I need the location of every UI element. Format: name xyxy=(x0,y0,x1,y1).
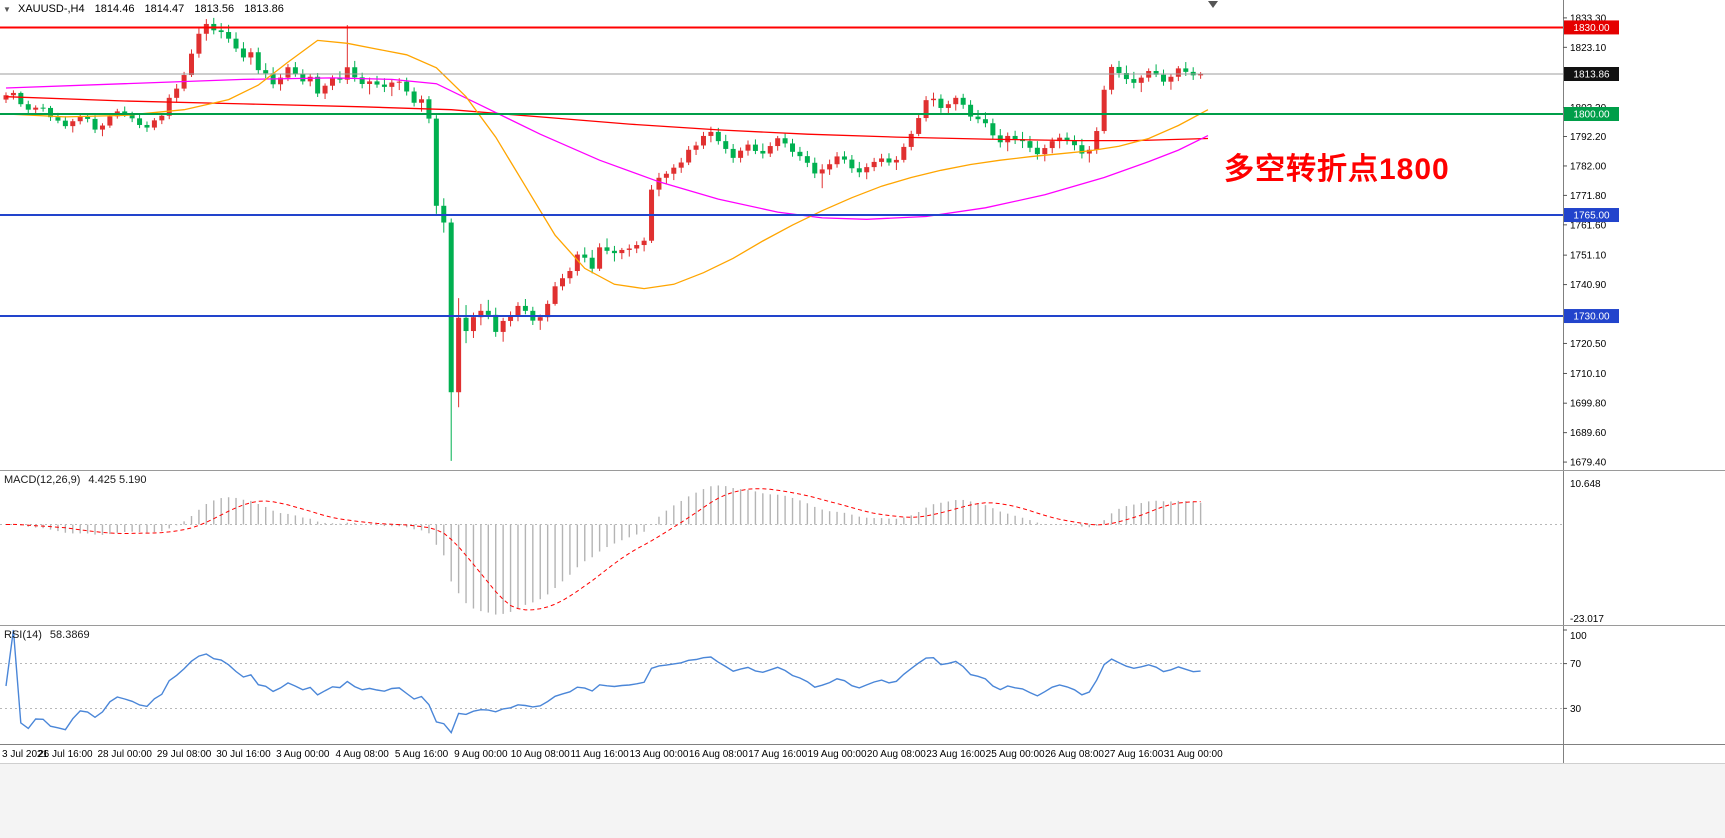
price-tick-label: 1782.00 xyxy=(1570,161,1607,172)
time-tick-label: 29 Jul 08:00 xyxy=(157,749,212,760)
macd-signal-line xyxy=(5,488,1201,611)
price-tick-label: 1699.80 xyxy=(1570,399,1607,410)
time-tick-label: 3 Aug 00:00 xyxy=(276,749,330,760)
time-tick-label: 3 Jul 2021 xyxy=(2,749,49,760)
time-tick-label: 31 Aug 00:00 xyxy=(1164,749,1223,760)
page-background-below-chart xyxy=(0,764,1725,838)
ohlc-close: 1813.86 xyxy=(244,3,284,15)
horizontal-level-lines xyxy=(0,26,1563,318)
chart-annotation-text: 多空转折点1800 xyxy=(1224,153,1450,186)
price-tick-label: 1720.50 xyxy=(1570,339,1607,350)
panel-separators xyxy=(0,470,1725,764)
rsi-panel: 100 70 30 xyxy=(0,629,1587,734)
price-tick-label: 1740.90 xyxy=(1570,280,1607,291)
macd-panel: 10.648 -23.017 xyxy=(0,479,1604,625)
current-price-line xyxy=(0,1,1563,75)
rsi-value: 58.3869 xyxy=(49,629,90,641)
price-tick-label: 1751.10 xyxy=(1570,251,1607,262)
right-shift-marker[interactable] xyxy=(1208,1,1218,8)
price-tick-label: 1679.40 xyxy=(1570,458,1607,469)
candles-layer[interactable] xyxy=(3,17,1204,461)
time-tick-label: 16 Aug 08:00 xyxy=(689,749,748,760)
price-badge xyxy=(1564,208,1619,223)
macd-scale-max: 10.648 xyxy=(1570,479,1601,490)
price-tick-label: 1792.20 xyxy=(1570,132,1607,143)
ohlc-open: 1814.46 xyxy=(94,3,135,15)
time-tick-label: 28 Jul 00:00 xyxy=(97,749,152,760)
macd-indicator-label: MACD(12,26,9) 4.425 5.190 xyxy=(4,474,155,486)
ma-slow-red xyxy=(5,96,1209,142)
price-axis[interactable]: 1833.301823.101802.201792.201782.001771.… xyxy=(1563,0,1725,763)
time-tick-label: 10 Aug 08:00 xyxy=(511,749,570,760)
rsi-indicator-label: RSI(14) 58.3869 xyxy=(4,629,98,641)
time-tick-label: 17 Aug 16:00 xyxy=(748,749,807,760)
time-tick-label: 5 Aug 16:00 xyxy=(395,749,449,760)
time-tick-label: 26 Jul 16:00 xyxy=(38,749,93,760)
time-tick-label: 27 Aug 16:00 xyxy=(1104,749,1163,760)
time-tick-label: 19 Aug 00:00 xyxy=(808,749,867,760)
price-tick-label: 1761.60 xyxy=(1570,220,1607,231)
rsi-scale-label: 70 xyxy=(1570,659,1582,670)
time-tick-label: 26 Aug 08:00 xyxy=(1045,749,1104,760)
macd-scale-min: -23.017 xyxy=(1570,614,1604,625)
symbol-timeframe-label: XAUUSD-,H4 xyxy=(17,3,85,15)
symbol-dropdown-icon[interactable]: ▼ xyxy=(3,5,11,14)
svg-text:1813.86: 1813.86 xyxy=(1573,70,1610,81)
ma-fast-orange xyxy=(5,39,1209,290)
time-tick-label: 30 Jul 16:00 xyxy=(216,749,271,760)
macd-name: MACD(12,26,9) xyxy=(4,474,81,486)
price-badge xyxy=(1564,20,1619,35)
time-tick-label: 25 Aug 00:00 xyxy=(986,749,1045,760)
price-badge xyxy=(1564,107,1619,122)
time-tick-label: 4 Aug 08:00 xyxy=(335,749,389,760)
price-tick-label: 1689.60 xyxy=(1570,428,1607,439)
ohlc-high: 1814.47 xyxy=(144,3,185,15)
price-badge xyxy=(1564,67,1619,82)
ohlc-low: 1813.56 xyxy=(194,3,235,15)
rsi-scale-label: 100 xyxy=(1570,631,1587,642)
rsi-name: RSI(14) xyxy=(4,629,42,641)
macd-values: 4.425 5.190 xyxy=(88,474,147,486)
svg-text:1765.00: 1765.00 xyxy=(1573,211,1610,222)
time-tick-label: 23 Aug 16:00 xyxy=(926,749,985,760)
svg-text:1730.00: 1730.00 xyxy=(1573,312,1610,323)
price-tick-label: 1823.10 xyxy=(1570,43,1607,54)
time-tick-label: 9 Aug 00:00 xyxy=(454,749,508,760)
chart-header-ohlc: ▼ XAUUSD-,H4 1814.46 1814.47 1813.56 181… xyxy=(3,3,291,15)
svg-text:1800.00: 1800.00 xyxy=(1573,110,1610,121)
ma-mid-magenta xyxy=(5,77,1209,220)
price-tick-label: 1710.10 xyxy=(1570,369,1607,380)
time-tick-label: 13 Aug 00:00 xyxy=(629,749,688,760)
price-badge xyxy=(1564,309,1619,324)
moving-average-lines xyxy=(5,39,1209,290)
price-tick-label: 1771.80 xyxy=(1570,191,1607,202)
rsi-scale-label: 30 xyxy=(1570,704,1582,715)
rsi-line xyxy=(5,629,1201,734)
price-tick-label: 1833.30 xyxy=(1570,13,1607,24)
svg-text:1830.00: 1830.00 xyxy=(1573,23,1610,34)
time-tick-label: 11 Aug 16:00 xyxy=(570,749,629,760)
time-tick-label: 20 Aug 08:00 xyxy=(867,749,926,760)
